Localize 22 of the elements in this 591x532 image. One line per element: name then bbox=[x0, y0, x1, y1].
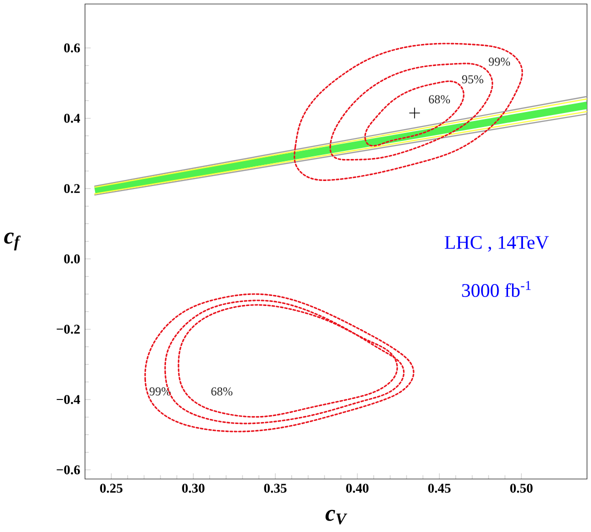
x-tick-label: 0.45 bbox=[428, 484, 451, 493]
annotation: 3000 fb$^{-1}$ bbox=[462, 281, 531, 297]
annotation: 99% bbox=[488, 58, 510, 66]
annotation: 95% bbox=[462, 75, 484, 84]
x-tick-label: 0.35 bbox=[264, 484, 286, 493]
y-axis-title: c$_{f}$ bbox=[4, 232, 21, 250]
x-axis-title: c$_{V}$ bbox=[326, 510, 348, 524]
y-tick-label: −0.6 bbox=[56, 465, 80, 474]
y-tick-label: 0.4 bbox=[64, 114, 80, 123]
annotation: 99% bbox=[150, 387, 171, 396]
annotation: LHC , 14TeV bbox=[444, 236, 549, 252]
x-tick-label: 0.50 bbox=[510, 484, 533, 493]
y-tick-label: 0.2 bbox=[64, 184, 80, 194]
y-tick-label: 0.0 bbox=[64, 254, 80, 264]
annotation: 68% bbox=[211, 387, 232, 396]
y-tick-label: 0.6 bbox=[64, 43, 80, 52]
y-tick-label: −0.2 bbox=[56, 324, 80, 334]
x-tick-label: 0.30 bbox=[182, 484, 204, 493]
x-tick-label: 0.40 bbox=[346, 484, 368, 493]
x-tick-label: 0.25 bbox=[100, 484, 122, 493]
annotation: 68% bbox=[428, 95, 450, 104]
y-tick-label: −0.4 bbox=[56, 395, 80, 404]
